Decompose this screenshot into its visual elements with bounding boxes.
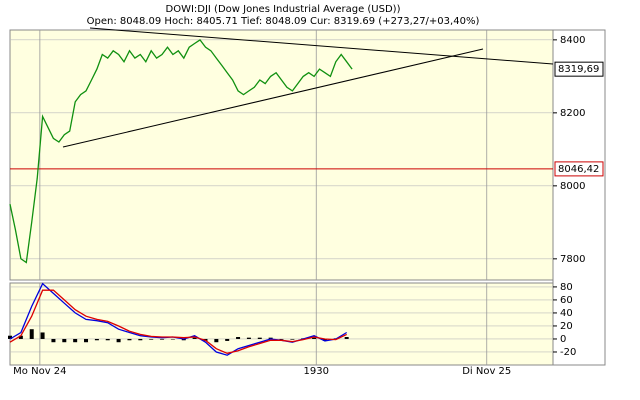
histogram-bar <box>257 337 262 339</box>
histogram-bar <box>29 329 34 339</box>
histogram-bar <box>8 335 12 339</box>
trend-line <box>62 48 484 148</box>
histogram-bar <box>40 332 45 339</box>
histogram-bar <box>62 338 67 343</box>
trend-line <box>89 27 554 65</box>
histogram-bar <box>116 338 121 343</box>
axis-frame <box>552 29 606 366</box>
price-panel <box>9 29 554 281</box>
indicator-panel <box>9 282 554 366</box>
histogram-bar <box>149 338 154 340</box>
histogram-bar <box>312 337 317 339</box>
histogram-bar <box>138 338 143 341</box>
histogram-bar <box>160 338 165 340</box>
price-tag <box>554 61 604 77</box>
x-tick-label: Di Nov 25 <box>462 366 511 377</box>
x-tick-label: 1930 <box>304 366 329 377</box>
y-tick-label: 80 <box>560 282 573 293</box>
y-tick-label: 20 <box>560 321 573 332</box>
histogram-bar <box>225 338 230 341</box>
y-tick-label: 7800 <box>560 254 585 265</box>
series-line <box>9 289 347 354</box>
histogram-bar <box>268 337 273 339</box>
y-tick-label: 8200 <box>560 108 585 119</box>
histogram-bar <box>73 338 78 343</box>
price-tag-label: 8046,42 <box>558 164 599 175</box>
y-tick-label: 8000 <box>560 181 585 192</box>
histogram-bar <box>236 337 241 339</box>
y-tick-label: 40 <box>560 308 573 319</box>
histogram-bar <box>279 338 284 340</box>
series-line <box>9 39 353 264</box>
histogram-bar <box>246 337 251 339</box>
histogram-bar <box>170 338 175 340</box>
y-tick-label: 60 <box>560 295 573 306</box>
price-tag <box>554 161 604 177</box>
histogram-bar <box>84 338 89 343</box>
histogram-bar <box>127 338 132 341</box>
histogram-bar <box>105 338 110 341</box>
histogram-bar <box>51 338 56 343</box>
chart-title: DOWI:DJI (Dow Jones Industrial Average (… <box>166 4 401 15</box>
histogram-bar <box>344 337 349 339</box>
chart-subtitle: Open: 8048.09 Hoch: 8405.71 Tief: 8048.0… <box>87 16 480 27</box>
histogram-bar <box>192 337 197 339</box>
y-tick-label: 8400 <box>560 35 585 46</box>
histogram-bar <box>18 335 23 339</box>
histogram-bar <box>94 338 99 341</box>
histogram-bar <box>214 338 219 343</box>
histogram-bar <box>322 338 327 341</box>
y-tick-label: -20 <box>560 347 576 358</box>
x-tick-label: Mo Nov 24 <box>13 366 66 377</box>
y-tick-label: 0 <box>560 334 566 345</box>
price-tag-label: 8319,69 <box>558 64 599 75</box>
histogram-bar <box>290 338 295 340</box>
